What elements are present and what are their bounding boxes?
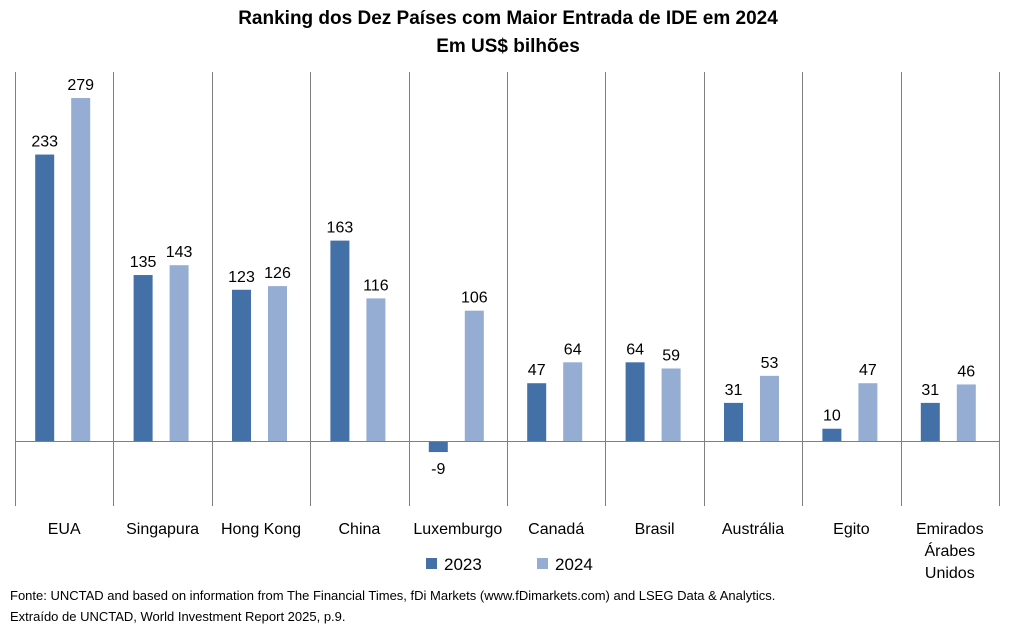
bar-2023-8 bbox=[822, 428, 842, 441]
data-label: 31 bbox=[921, 382, 939, 399]
legend-label-2024: 2024 bbox=[555, 555, 593, 574]
category-label: Brasil bbox=[635, 521, 675, 538]
category-label: EUA bbox=[48, 521, 81, 538]
data-label: 126 bbox=[264, 265, 291, 282]
category-label: Emirados Árabes Unidos bbox=[916, 521, 984, 582]
bar-2024-7 bbox=[760, 375, 779, 441]
source-reference: Extraído de UNCTAD, World Investment Rep… bbox=[10, 609, 346, 624]
category-label: Egito bbox=[833, 521, 870, 538]
data-label: 47 bbox=[528, 362, 546, 379]
bar-2023-7 bbox=[724, 402, 743, 441]
bar-2024-4 bbox=[464, 310, 484, 441]
data-label: 123 bbox=[228, 269, 255, 286]
bar-2023-6 bbox=[625, 362, 645, 441]
legend: 2023 2024 bbox=[426, 555, 593, 574]
legend-swatch-2023 bbox=[426, 558, 437, 569]
data-label: 59 bbox=[662, 347, 680, 364]
category-label: Hong Kong bbox=[221, 521, 301, 538]
data-label: 163 bbox=[327, 220, 354, 237]
data-label: 279 bbox=[67, 77, 94, 94]
data-label: 233 bbox=[31, 134, 58, 151]
data-label: 46 bbox=[957, 363, 975, 380]
bar-2024-5 bbox=[563, 362, 583, 441]
chart-subtitle: Em US$ bilhões bbox=[436, 36, 580, 57]
bar-2024-9 bbox=[956, 384, 976, 441]
data-label: -9 bbox=[431, 461, 445, 478]
bar-2023-0 bbox=[35, 154, 55, 442]
bar-2023-1 bbox=[133, 275, 153, 441]
category-label: Canadá bbox=[528, 521, 584, 538]
data-label: 116 bbox=[363, 277, 389, 294]
bar-2024-3 bbox=[366, 298, 386, 441]
data-label: 47 bbox=[859, 362, 877, 379]
data-label: 64 bbox=[626, 341, 644, 358]
data-label: 135 bbox=[130, 254, 157, 271]
category-label: Luxemburgo bbox=[413, 521, 502, 538]
bar-2023-5 bbox=[527, 383, 547, 441]
data-label: 106 bbox=[461, 290, 488, 307]
bar-2023-3 bbox=[330, 240, 350, 441]
chart-title: Ranking dos Dez Países com Maior Entrada… bbox=[238, 8, 778, 29]
source-note: Fonte: UNCTAD and based on information f… bbox=[10, 588, 776, 603]
bar-2023-4 bbox=[428, 441, 448, 453]
bar-2023-2 bbox=[232, 289, 251, 441]
legend-label-2023: 2023 bbox=[444, 555, 482, 574]
data-label: 31 bbox=[725, 382, 743, 399]
data-label: 53 bbox=[761, 355, 779, 372]
category-label: Singapura bbox=[126, 521, 199, 538]
bar-2024-1 bbox=[169, 265, 189, 441]
data-label: 64 bbox=[564, 341, 582, 358]
data-label: 143 bbox=[166, 244, 193, 261]
data-label: 10 bbox=[823, 408, 841, 425]
legend-swatch-2024 bbox=[537, 558, 548, 569]
bar-2024-6 bbox=[661, 368, 681, 441]
bar-2023-9 bbox=[920, 402, 940, 441]
bar-2024-0 bbox=[71, 98, 91, 441]
bar-2024-2 bbox=[268, 286, 287, 441]
bar-2024-8 bbox=[858, 383, 878, 441]
plot-area: 233 279 EUA 135 143 Singapura 123 126 Hong Kong 1… bbox=[15, 72, 1000, 582]
category-label: Austrália bbox=[722, 521, 784, 538]
category-label: China bbox=[338, 521, 380, 538]
